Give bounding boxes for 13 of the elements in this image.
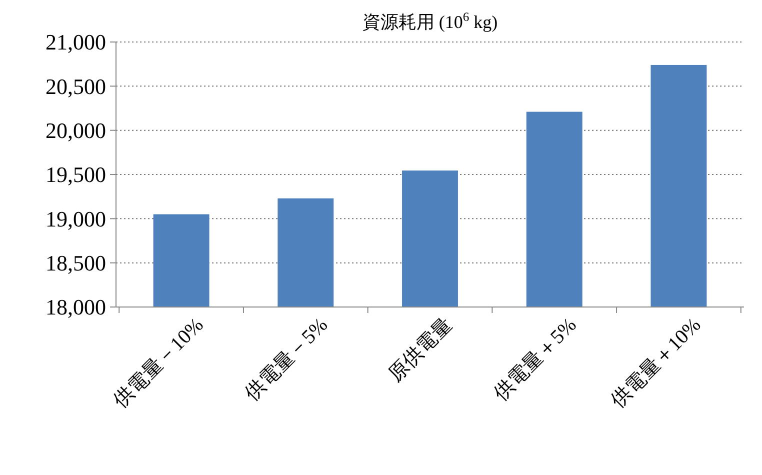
x-tick-label: 供電量＋10% bbox=[607, 314, 706, 412]
x-tick-label: 供電量＋5% bbox=[490, 314, 581, 405]
x-tick-label: 原供電量 bbox=[384, 314, 456, 386]
y-tick-label: 19,000 bbox=[46, 206, 106, 232]
y-tick-label: 21,000 bbox=[46, 30, 106, 55]
y-tick-label: 20,000 bbox=[46, 118, 106, 144]
chart-title: 資源耗用 (10$^{6}$ kg) bbox=[362, 10, 498, 32]
y-tick-label: 18,000 bbox=[46, 294, 106, 320]
x-tick-label: 供電量－5% bbox=[241, 314, 332, 405]
y-tick-label: 19,500 bbox=[46, 162, 106, 188]
y-tick-label: 20,500 bbox=[46, 74, 106, 99]
y-tick-label: 18,500 bbox=[46, 250, 106, 276]
x-tick-label: 供電量－10% bbox=[110, 314, 208, 412]
